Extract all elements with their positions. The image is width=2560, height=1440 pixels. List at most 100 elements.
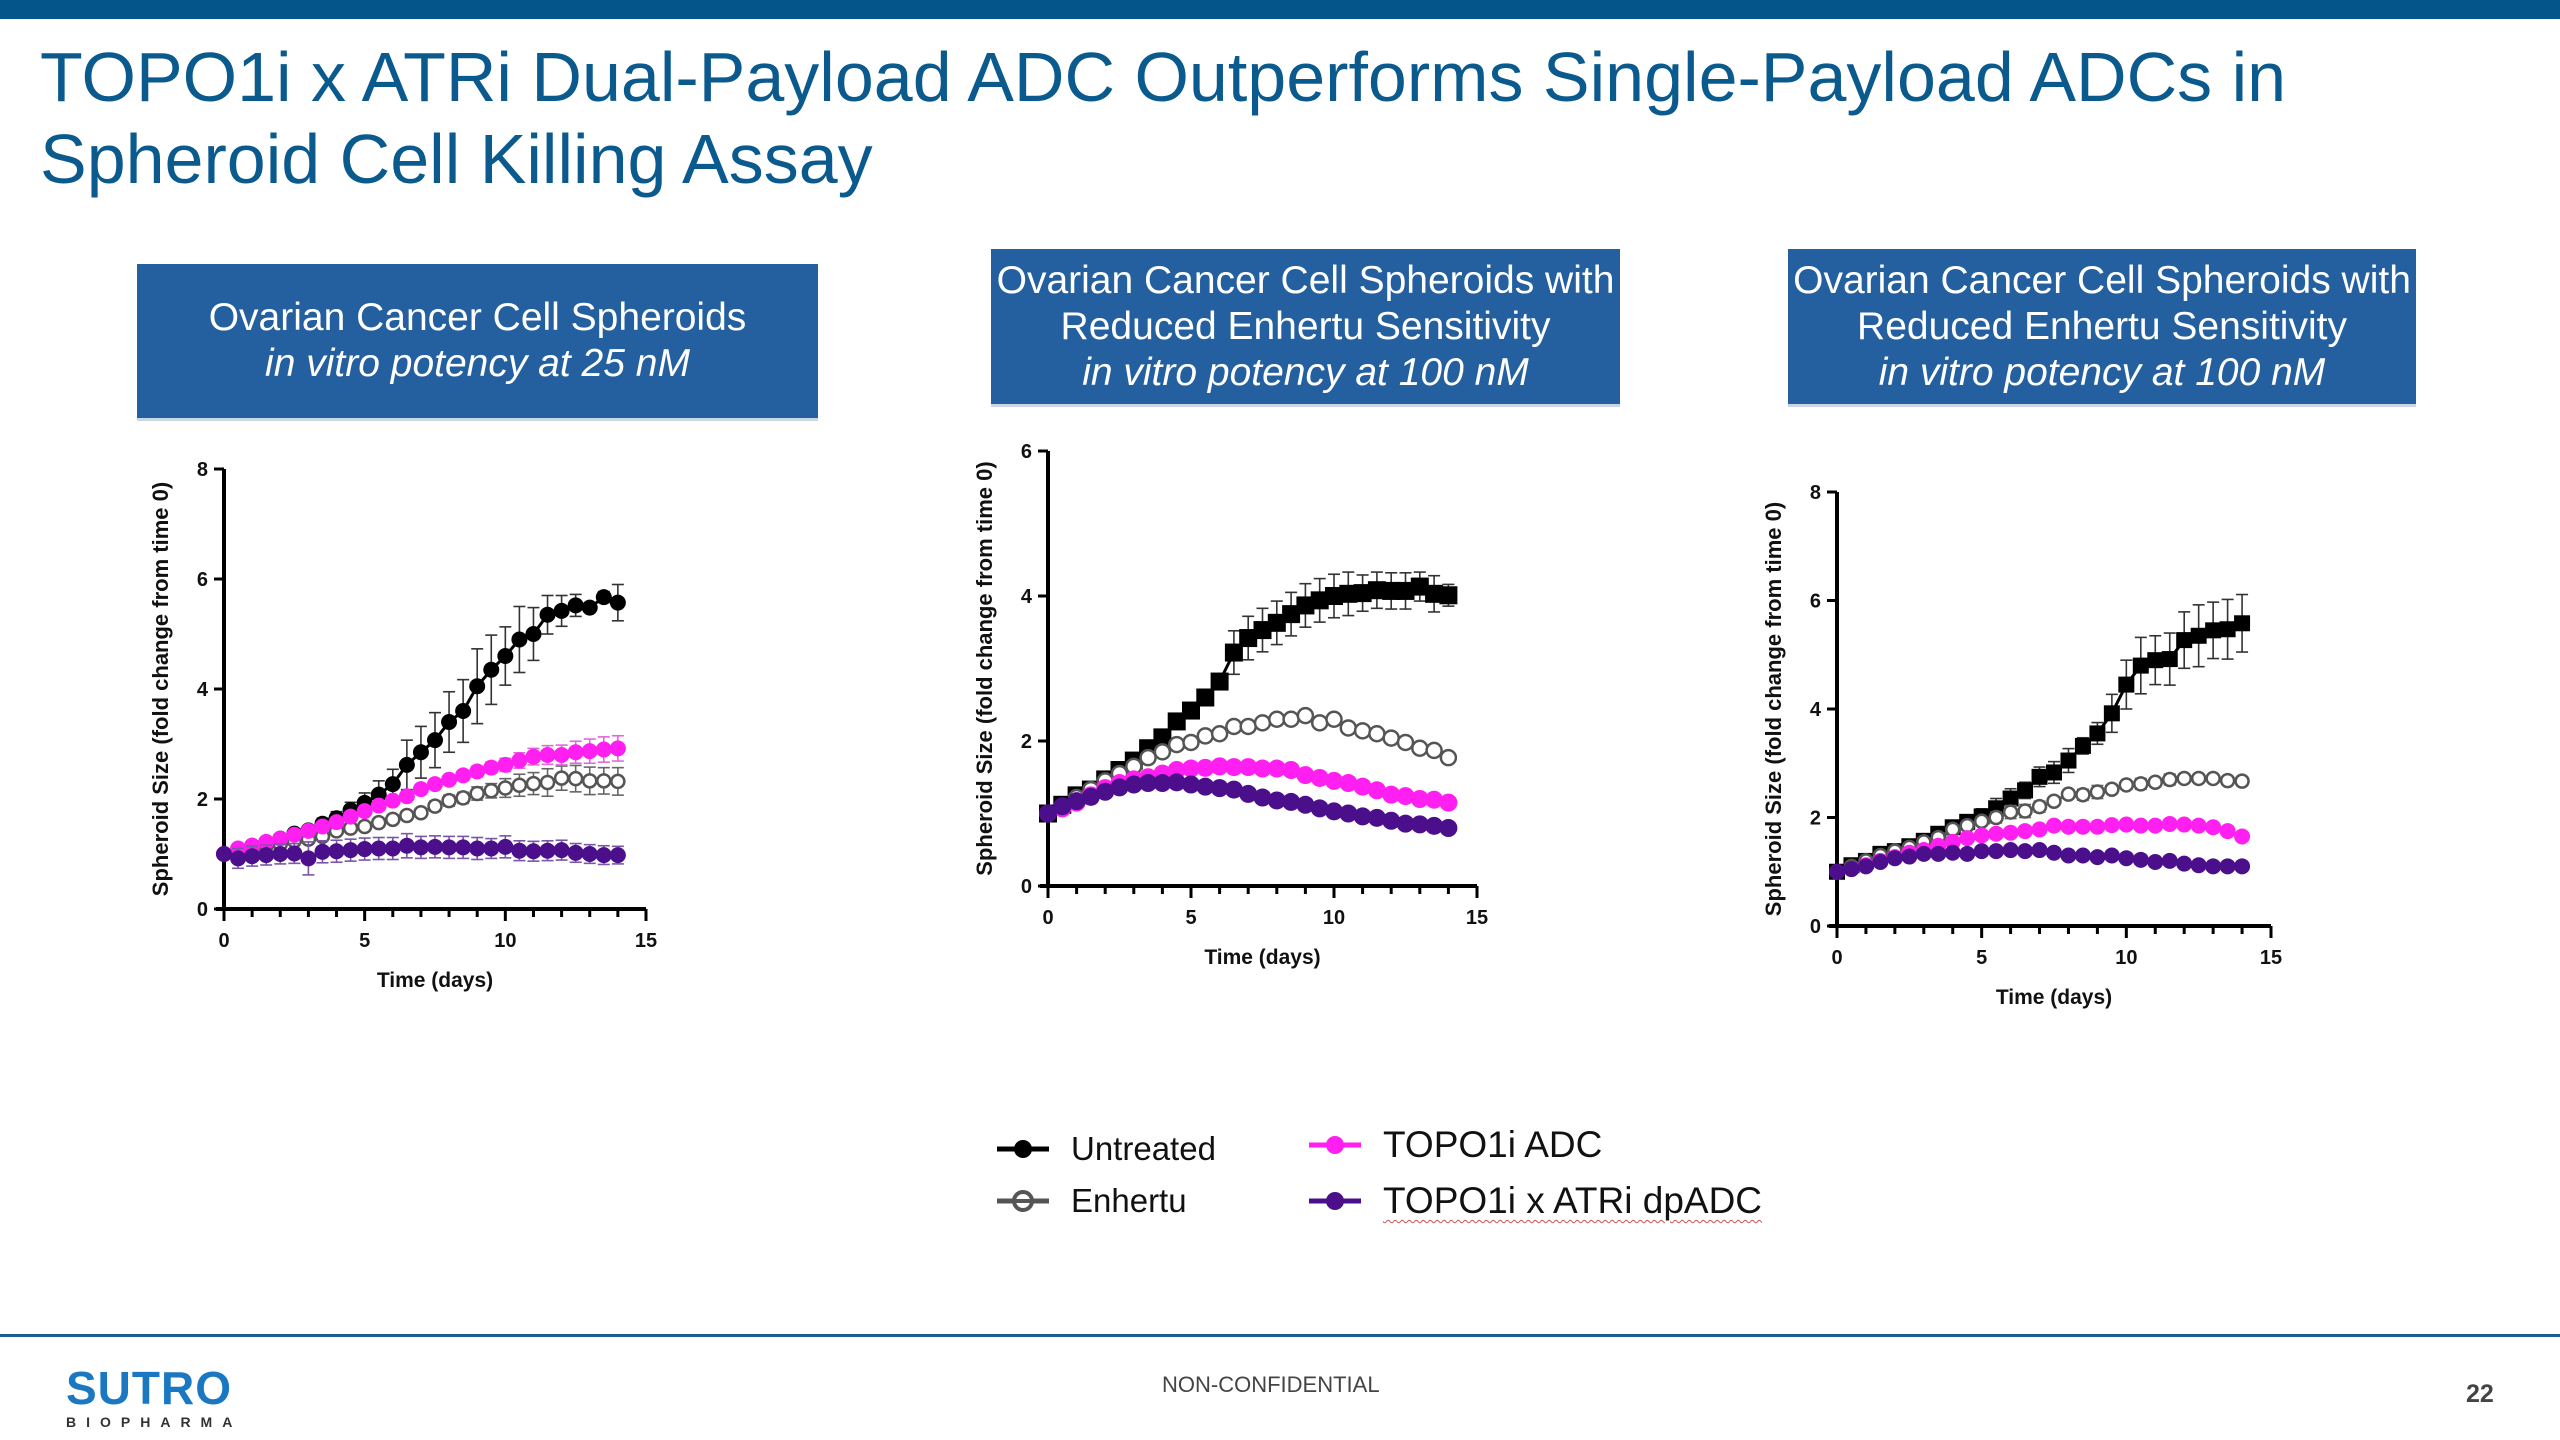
data-point	[553, 747, 570, 763]
data-point	[2017, 782, 2034, 799]
top-accent-bar	[0, 0, 2560, 19]
legend-item-untreated: Untreated	[995, 1130, 1216, 1168]
data-point	[328, 823, 345, 839]
data-point	[1167, 735, 1186, 754]
y-tick-label: 8	[197, 459, 208, 481]
x-axis-title: Time (days)	[377, 969, 493, 992]
data-point	[328, 814, 345, 831]
data-point	[1901, 848, 1918, 865]
data-point	[1053, 795, 1072, 814]
y-tick-label: 0	[1810, 916, 1821, 938]
data-point	[2089, 725, 2106, 742]
series-untreated	[1039, 571, 1458, 823]
y-tick-label: 0	[197, 899, 208, 921]
data-point	[1110, 778, 1129, 797]
data-point	[1353, 777, 1372, 796]
data-point	[2133, 776, 2149, 792]
data-point	[258, 835, 275, 851]
data-point	[525, 626, 542, 642]
data-point	[1310, 799, 1329, 818]
data-point	[1167, 712, 1186, 731]
data-point	[2060, 786, 2077, 802]
data-point	[413, 805, 429, 821]
data-point	[2132, 851, 2149, 868]
data-point	[370, 814, 387, 831]
data-point	[596, 773, 612, 789]
y-tick-label: 4	[197, 679, 209, 701]
data-point	[610, 773, 626, 790]
data-point	[1872, 845, 1889, 862]
data-point	[1959, 817, 1975, 834]
panel-banner-2: Ovarian Cancer Cell Spheroids with Reduc…	[991, 249, 1620, 404]
data-point	[441, 771, 458, 788]
data-point	[412, 744, 429, 761]
data-point	[2205, 858, 2222, 875]
legend-item-topo1i-adc: TOPO1i ADC	[1307, 1124, 1602, 1166]
data-point	[399, 807, 415, 824]
data-point	[2234, 858, 2251, 875]
legend-label: TOPO1i x ATRi dpADC	[1383, 1180, 1763, 1221]
series-topo1i-x-atri-dpadc	[216, 832, 626, 876]
banner-line1: Ovarian Cancer Cell Spheroids	[208, 296, 747, 339]
data-point	[1039, 804, 1057, 823]
data-point	[1930, 845, 1947, 862]
data-point	[328, 810, 345, 827]
data-point	[1901, 839, 1918, 856]
data-point	[216, 846, 232, 862]
data-point	[2161, 852, 2178, 869]
data-point	[1857, 852, 1874, 869]
series-line	[1047, 764, 1449, 815]
chart-1: 0 5 10 15 0 2 4 6 8 Time (days) Spheroid Size (fol…	[148, 459, 657, 992]
data-point	[1944, 819, 1961, 836]
data-point	[244, 848, 261, 865]
data-point	[567, 770, 584, 787]
series-line	[1047, 780, 1449, 830]
data-point	[1829, 863, 1845, 880]
data-point	[314, 828, 331, 845]
x-tick-label: 10	[494, 930, 516, 952]
chart-legend: Untreated Enhertu TOPO1i ADC TOPO1i x AT…	[995, 1120, 1795, 1240]
data-point	[1843, 858, 1860, 875]
data-point	[300, 822, 317, 839]
data-point	[1886, 850, 1903, 867]
x-tick-label: 15	[2260, 947, 2282, 969]
data-point	[2147, 853, 2164, 870]
data-point	[1039, 804, 1057, 823]
data-point	[1039, 804, 1057, 823]
data-point	[1843, 861, 1860, 878]
data-point	[1353, 722, 1372, 740]
data-point	[469, 840, 486, 857]
data-point	[1253, 714, 1272, 732]
legend-label: Enhertu	[1071, 1182, 1187, 1219]
data-point	[1944, 844, 1961, 861]
data-point	[1096, 782, 1115, 801]
data-point	[1153, 764, 1172, 783]
data-point	[1959, 845, 1976, 862]
series-enhertu	[1039, 706, 1458, 823]
series-topo1i-adc	[216, 734, 626, 862]
data-point	[286, 833, 303, 849]
data-point	[2089, 784, 2106, 800]
data-point	[581, 599, 598, 616]
data-point	[2046, 817, 2062, 834]
data-point	[1382, 811, 1401, 830]
data-point	[2103, 847, 2120, 864]
data-point	[497, 756, 514, 773]
data-point	[1224, 643, 1243, 662]
data-point	[1915, 845, 1932, 862]
data-point	[1224, 758, 1243, 777]
data-point	[1368, 725, 1386, 743]
data-point	[1282, 605, 1301, 624]
legend-marker-filled-circle-icon	[1309, 1136, 1361, 1154]
data-point	[1267, 759, 1286, 778]
data-point	[385, 811, 401, 828]
data-point	[1829, 863, 1845, 880]
data-point	[2103, 705, 2120, 722]
data-point	[1081, 787, 1100, 806]
data-point	[1239, 758, 1258, 777]
data-point	[1367, 581, 1386, 600]
y-tick-label: 2	[197, 789, 208, 811]
data-point	[1182, 775, 1200, 794]
data-point	[2176, 770, 2192, 787]
data-point	[1210, 779, 1229, 798]
